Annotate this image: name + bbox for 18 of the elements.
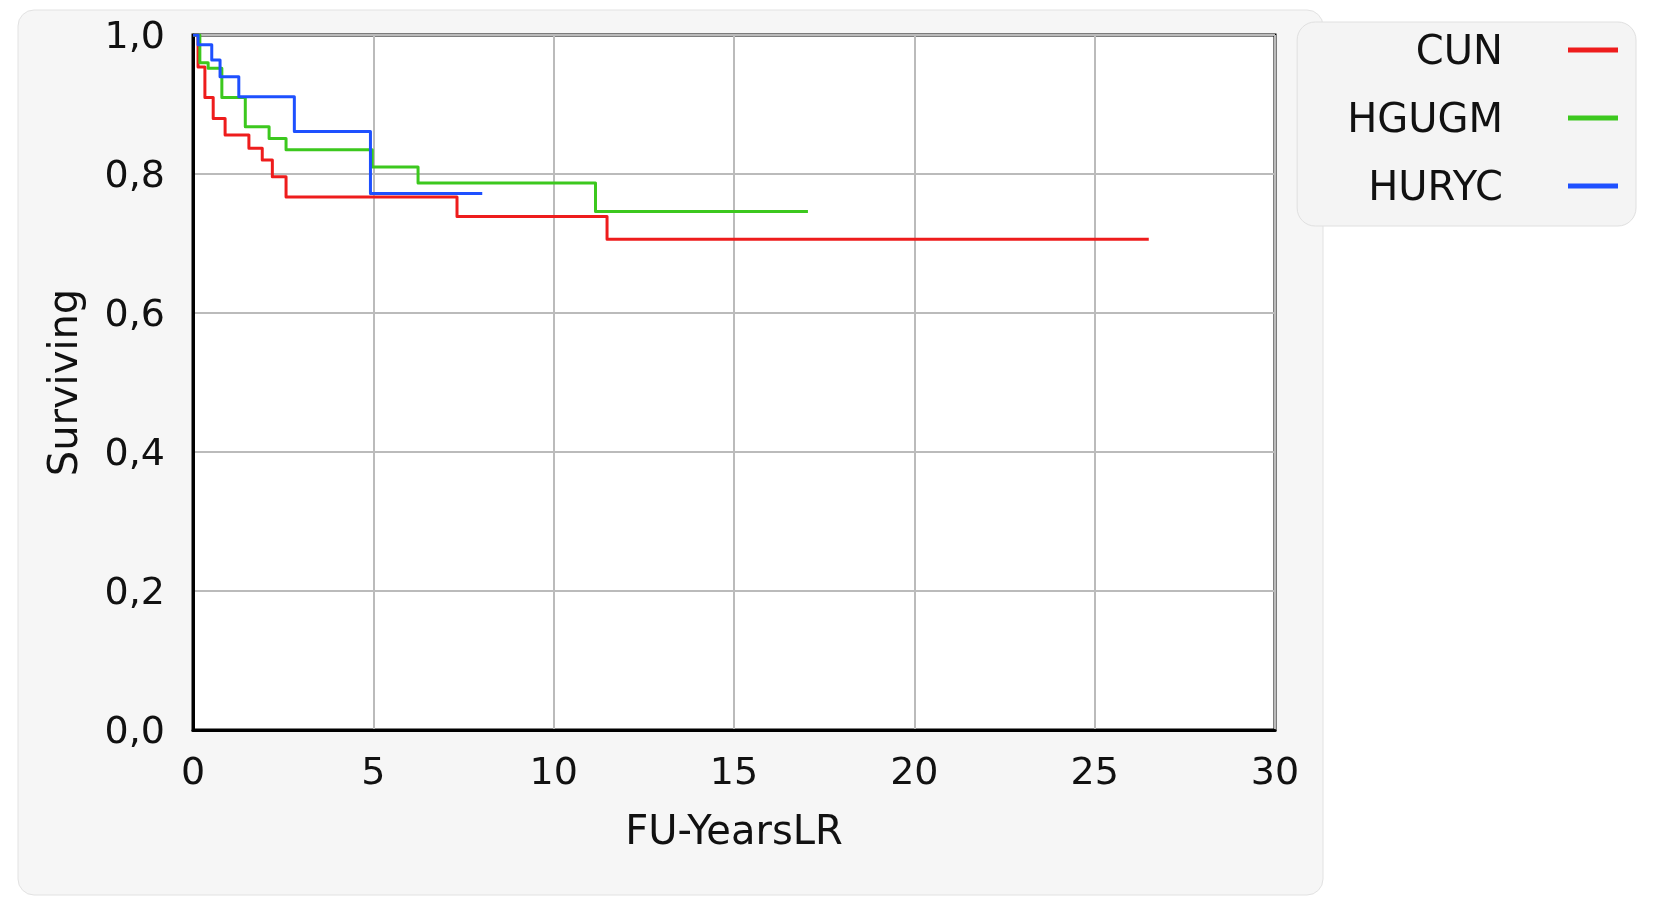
x-tick-label: 5: [361, 749, 386, 793]
x-tick-label: 20: [890, 749, 939, 793]
y-tick-label: 1,0: [104, 13, 165, 57]
x-tick-label: 10: [529, 749, 578, 793]
x-tick-label: 25: [1070, 749, 1119, 793]
y-tick-label: 0,0: [104, 708, 165, 752]
x-tick-label: 15: [709, 749, 759, 793]
legend-label: HGUGM: [1347, 95, 1503, 141]
y-tick-label: 0,4: [104, 430, 165, 474]
y-tick-label: 0,8: [104, 152, 165, 196]
y-tick-label: 0,6: [104, 291, 165, 335]
y-axis-title: Surviving: [40, 288, 86, 477]
y-tick-label: 0,2: [104, 569, 165, 613]
x-tick-label: 0: [180, 749, 206, 793]
x-tick-label: 30: [1250, 749, 1300, 793]
legend-label: CUN: [1415, 27, 1503, 73]
legend-label: HURYC: [1368, 163, 1503, 209]
x-axis-title: FU-YearsLR: [625, 807, 843, 853]
